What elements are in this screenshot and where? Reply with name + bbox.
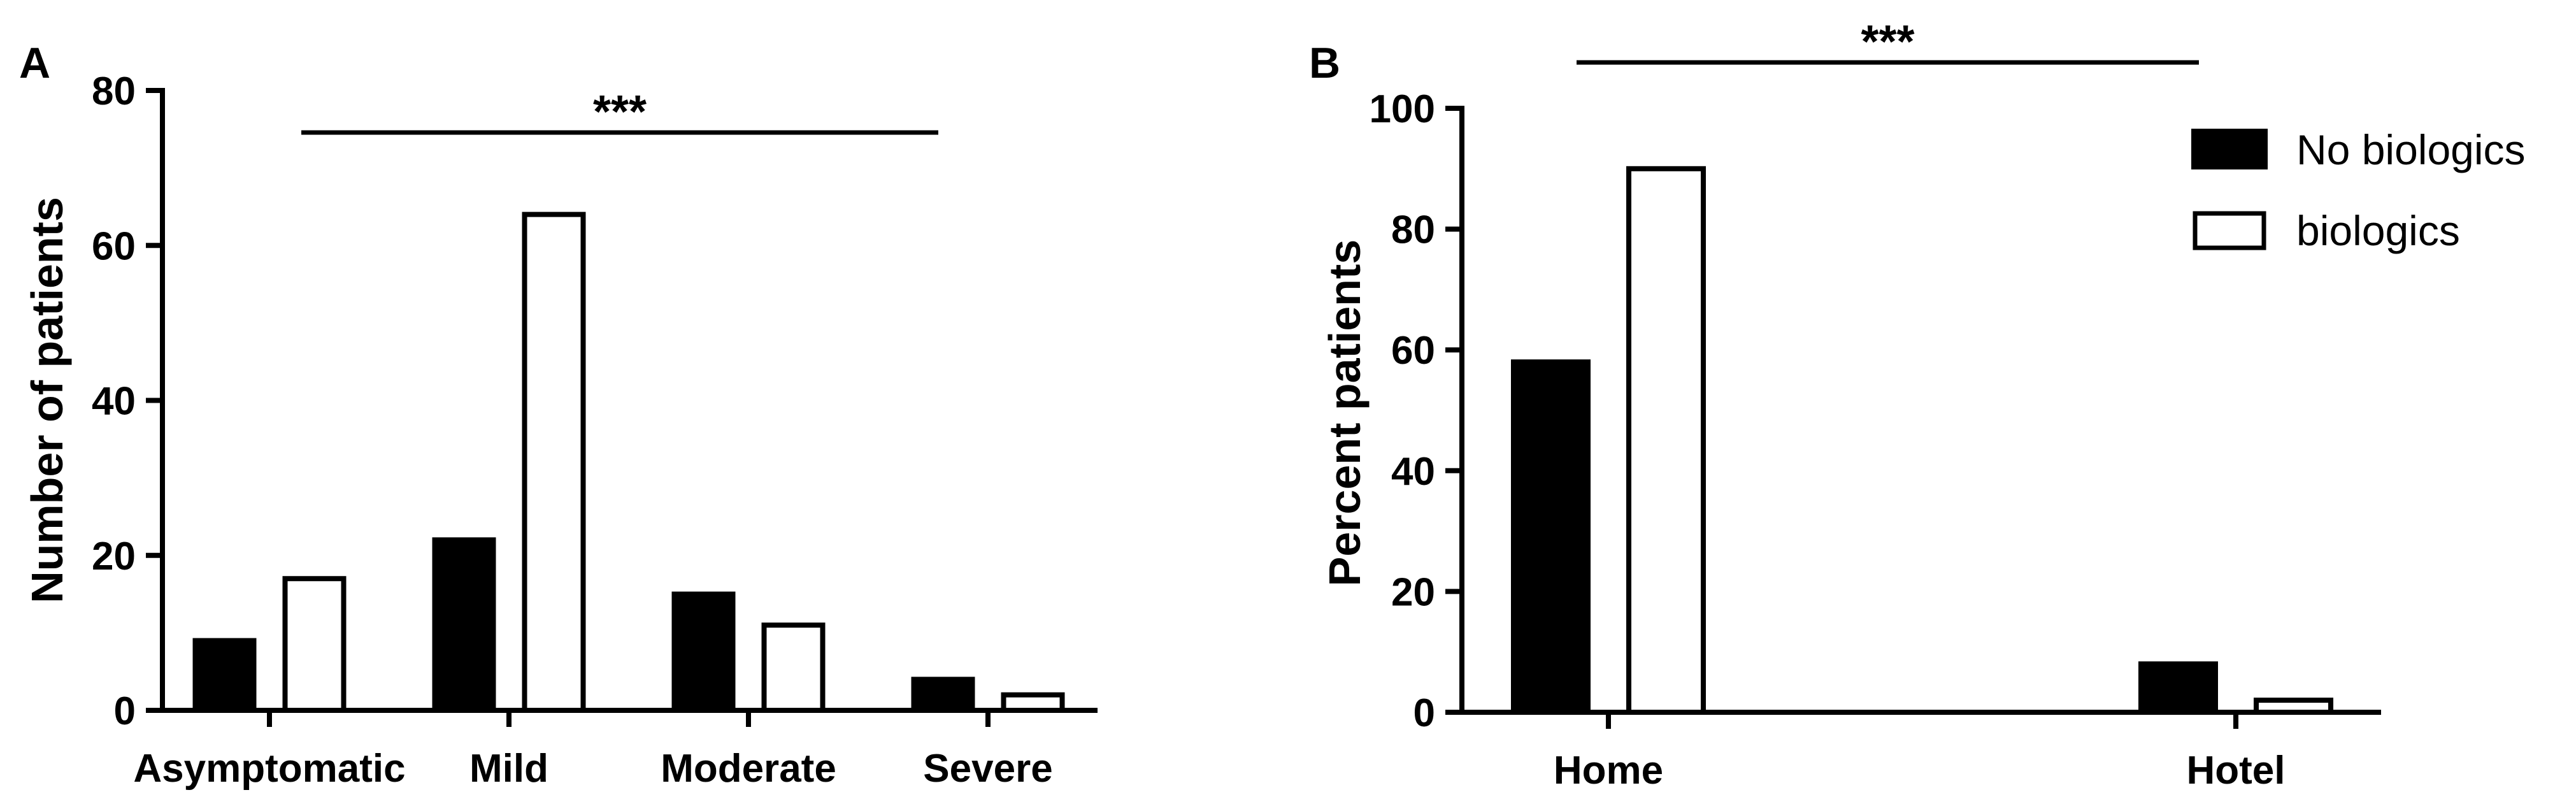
panel-a-label: A (19, 39, 50, 87)
legend-label-biologics: biologics (2296, 207, 2460, 254)
bar-no-biologics-asymptomatic (192, 638, 257, 713)
panel-a-y-axis-label: Number of patients (22, 197, 72, 603)
panel-b-y-tick-label-60: 60 (1391, 329, 1435, 373)
panel-a-category-label-mild: Mild (469, 747, 548, 791)
panel-b-label: B (1309, 39, 1340, 87)
panel-b-y-tick-label-80: 80 (1391, 208, 1435, 252)
panel-b-y-tick-label-0: 0 (1413, 691, 1435, 735)
bar-no-biologics-severe (911, 677, 975, 713)
bar-no-biologics-mild (432, 537, 496, 713)
bar-biologics-home (1626, 166, 1706, 715)
panel-b-y-axis-label: Percent patients (1320, 240, 1370, 587)
legend-label-no-biologics: No biologics (2296, 126, 2526, 173)
panel-b-category-label-home: Home (1554, 749, 1663, 793)
legend-swatch-no-biologics (2191, 129, 2268, 169)
panel-a-y-tick-label-60: 60 (92, 224, 136, 268)
panel-a-y-tick-label-0: 0 (114, 689, 136, 733)
panel-a-y-tick-label-20: 20 (92, 535, 136, 578)
panel-b-category-label-hotel: Hotel (2187, 749, 2286, 793)
panel-b-significance-label: *** (1861, 17, 1914, 68)
legend-swatch-biologics (2193, 211, 2266, 250)
legend: No biologics biologics (2191, 126, 2526, 254)
panel-a-category-label-moderate: Moderate (661, 747, 836, 791)
panel-a-y-tick-label-40: 40 (92, 380, 136, 424)
panel-a-category-label-asymptomatic: Asymptomatic (133, 747, 405, 791)
panel-a-significance-label: *** (593, 87, 647, 138)
panel-b-y-tick-label-40: 40 (1391, 450, 1435, 494)
bar-no-biologics-moderate (671, 591, 736, 713)
panel-b-y-tick-label-100: 100 (1370, 87, 1435, 131)
bar-biologics-mild (522, 212, 586, 714)
panel-b-chart: B Percent patients 0 20 40 60 80 100 Home Hote… (1309, 17, 2381, 793)
bar-no-biologics-home (1511, 359, 1591, 715)
panel-b-y-tick-label-20: 20 (1391, 570, 1435, 614)
panel-a-chart: A Number of patients 0 20 40 60 80 Asymptoma… (19, 39, 1098, 791)
bar-biologics-asymptomatic (282, 576, 347, 713)
bar-no-biologics-hotel (2138, 661, 2218, 715)
panel-a-category-label-severe: Severe (923, 747, 1052, 791)
bar-biologics-moderate (761, 622, 826, 714)
panel-a-y-tick-label-80: 80 (92, 69, 136, 113)
